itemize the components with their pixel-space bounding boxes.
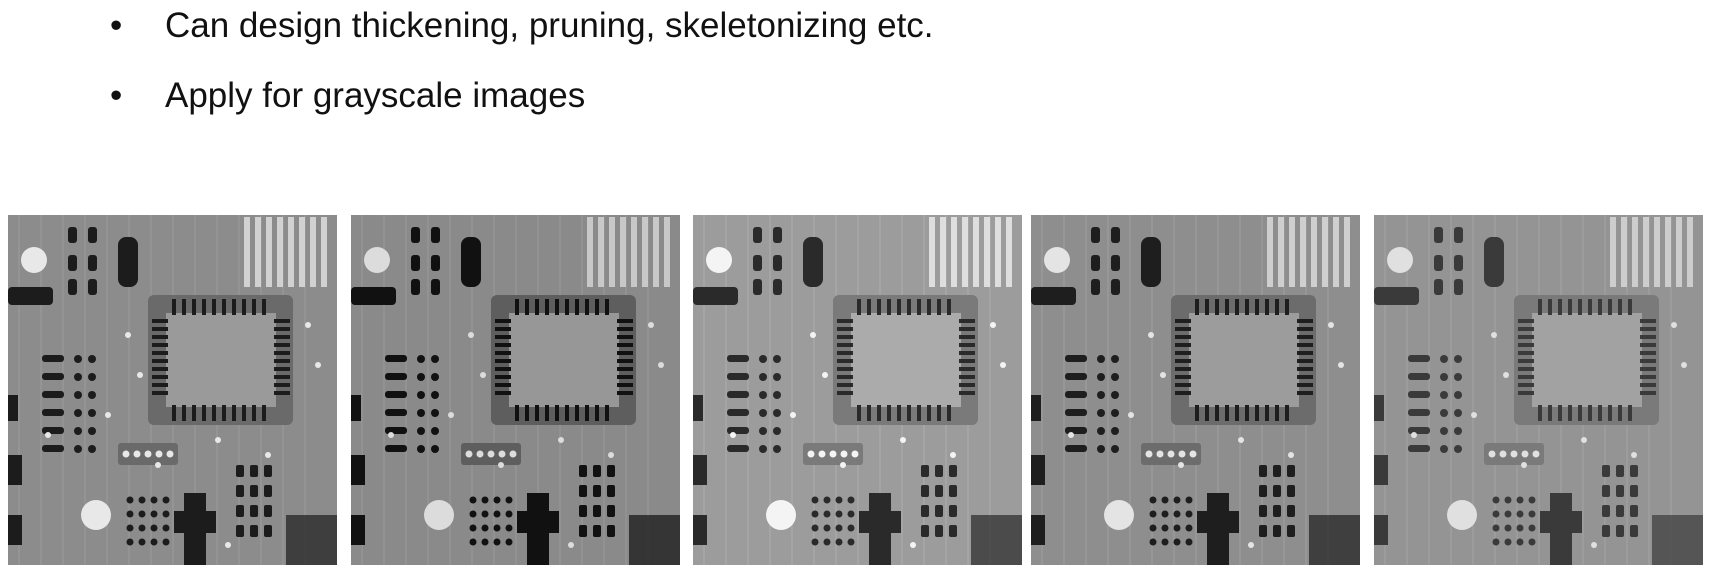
xray-circuit-board-image-2	[351, 215, 680, 565]
xray-circuit-board-image-4	[1031, 215, 1360, 565]
xray-circuit-board-image-1	[8, 215, 337, 565]
image-strip	[0, 215, 1710, 565]
bullet-symbol: •	[110, 76, 123, 115]
xray-circuit-board-image-3	[693, 215, 1022, 565]
bullet-text: Apply for grayscale images	[165, 76, 586, 115]
bullet-symbol: •	[110, 6, 123, 45]
xray-circuit-board-image-5	[1374, 215, 1703, 565]
bullet-text: Can design thickening, pruning, skeleton…	[165, 6, 934, 45]
